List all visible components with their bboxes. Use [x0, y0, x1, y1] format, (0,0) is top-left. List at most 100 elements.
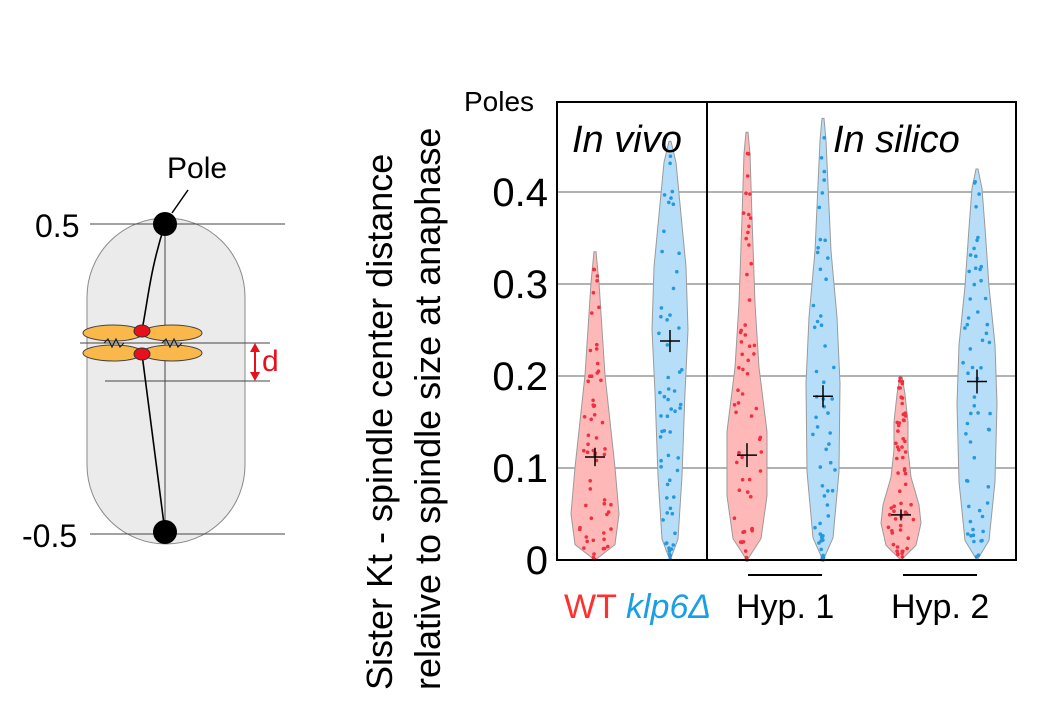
y-tick-label: 0.3 — [492, 263, 548, 307]
data-point — [602, 452, 607, 457]
data-point — [665, 511, 669, 515]
data-point — [670, 511, 675, 516]
data-point — [897, 379, 902, 383]
data-point — [595, 274, 600, 278]
pole-leader — [171, 189, 189, 214]
pole-label: Pole — [167, 152, 227, 185]
data-point — [659, 314, 663, 319]
data-point — [665, 318, 669, 322]
data-point — [675, 269, 679, 274]
data-point — [832, 365, 836, 370]
pole-top — [153, 212, 177, 236]
data-point — [589, 417, 593, 422]
data-point — [741, 530, 745, 534]
data-point — [826, 411, 830, 415]
data-point — [657, 331, 661, 336]
data-point — [665, 414, 670, 419]
data-point — [984, 331, 989, 336]
data-point — [979, 366, 983, 370]
data-point — [666, 375, 670, 380]
data-point — [987, 427, 991, 432]
data-point — [817, 205, 822, 210]
data-point — [901, 549, 905, 554]
data-point — [747, 212, 751, 217]
data-point — [668, 161, 672, 166]
data-point — [668, 506, 673, 511]
data-point — [895, 445, 900, 449]
data-point — [666, 387, 671, 391]
data-point — [747, 243, 751, 247]
data-point — [754, 406, 759, 411]
data-point — [826, 256, 830, 260]
data-point — [823, 344, 827, 348]
pole-bottom — [153, 520, 177, 544]
data-point — [747, 298, 752, 302]
data-point — [740, 477, 745, 482]
data-point — [665, 482, 670, 487]
data-point — [599, 378, 603, 383]
data-point — [897, 386, 901, 390]
data-point — [743, 333, 748, 337]
data-point — [748, 216, 753, 220]
data-point — [826, 489, 830, 493]
data-point — [822, 178, 826, 182]
data-point — [591, 538, 596, 543]
data-point — [969, 411, 973, 416]
data-point — [822, 494, 827, 498]
data-point — [578, 527, 582, 532]
data-point — [752, 352, 756, 356]
data-point — [747, 477, 752, 482]
data-point — [673, 531, 677, 536]
data-point — [973, 180, 977, 184]
data-point — [811, 432, 815, 437]
data-point — [759, 450, 764, 454]
data-point — [820, 484, 825, 488]
data-point — [664, 541, 669, 545]
data-point — [887, 512, 892, 517]
data-point — [891, 542, 896, 547]
chromosome-arm — [141, 324, 203, 342]
data-point — [968, 519, 973, 524]
data-point — [889, 506, 894, 510]
data-point — [740, 352, 744, 357]
data-point — [968, 297, 972, 301]
data-point — [811, 303, 816, 308]
data-point — [898, 528, 903, 532]
data-point — [602, 531, 606, 535]
data-point — [824, 277, 828, 282]
distance-arrowhead-down — [250, 372, 260, 381]
data-point — [746, 152, 751, 156]
data-point — [675, 468, 680, 473]
data-point — [677, 326, 681, 330]
data-point — [972, 246, 976, 251]
data-point — [592, 413, 597, 417]
data-point — [818, 521, 822, 526]
group-label-hyp1: Hyp. 1 — [736, 588, 834, 626]
data-point — [895, 545, 900, 549]
data-point — [970, 365, 975, 370]
data-point — [602, 537, 606, 542]
data-point — [584, 503, 588, 508]
y-tick-label: 0.4 — [492, 171, 548, 215]
data-point — [961, 360, 965, 365]
data-point — [964, 432, 968, 436]
data-point — [894, 441, 898, 446]
data-point — [661, 518, 665, 522]
data-point — [824, 447, 828, 452]
data-point — [819, 323, 824, 328]
data-point — [902, 468, 907, 473]
kinetochore — [133, 324, 151, 338]
data-point — [965, 479, 970, 483]
data-point — [750, 527, 754, 532]
data-point — [591, 290, 596, 295]
data-point — [898, 376, 902, 380]
data-point — [981, 529, 985, 534]
data-point — [744, 236, 748, 241]
data-point — [817, 541, 821, 545]
data-point — [818, 465, 823, 469]
mean-markers — [585, 330, 987, 521]
data-point — [747, 224, 751, 229]
data-point — [987, 340, 992, 345]
data-point — [976, 553, 981, 557]
data-point — [670, 189, 675, 194]
